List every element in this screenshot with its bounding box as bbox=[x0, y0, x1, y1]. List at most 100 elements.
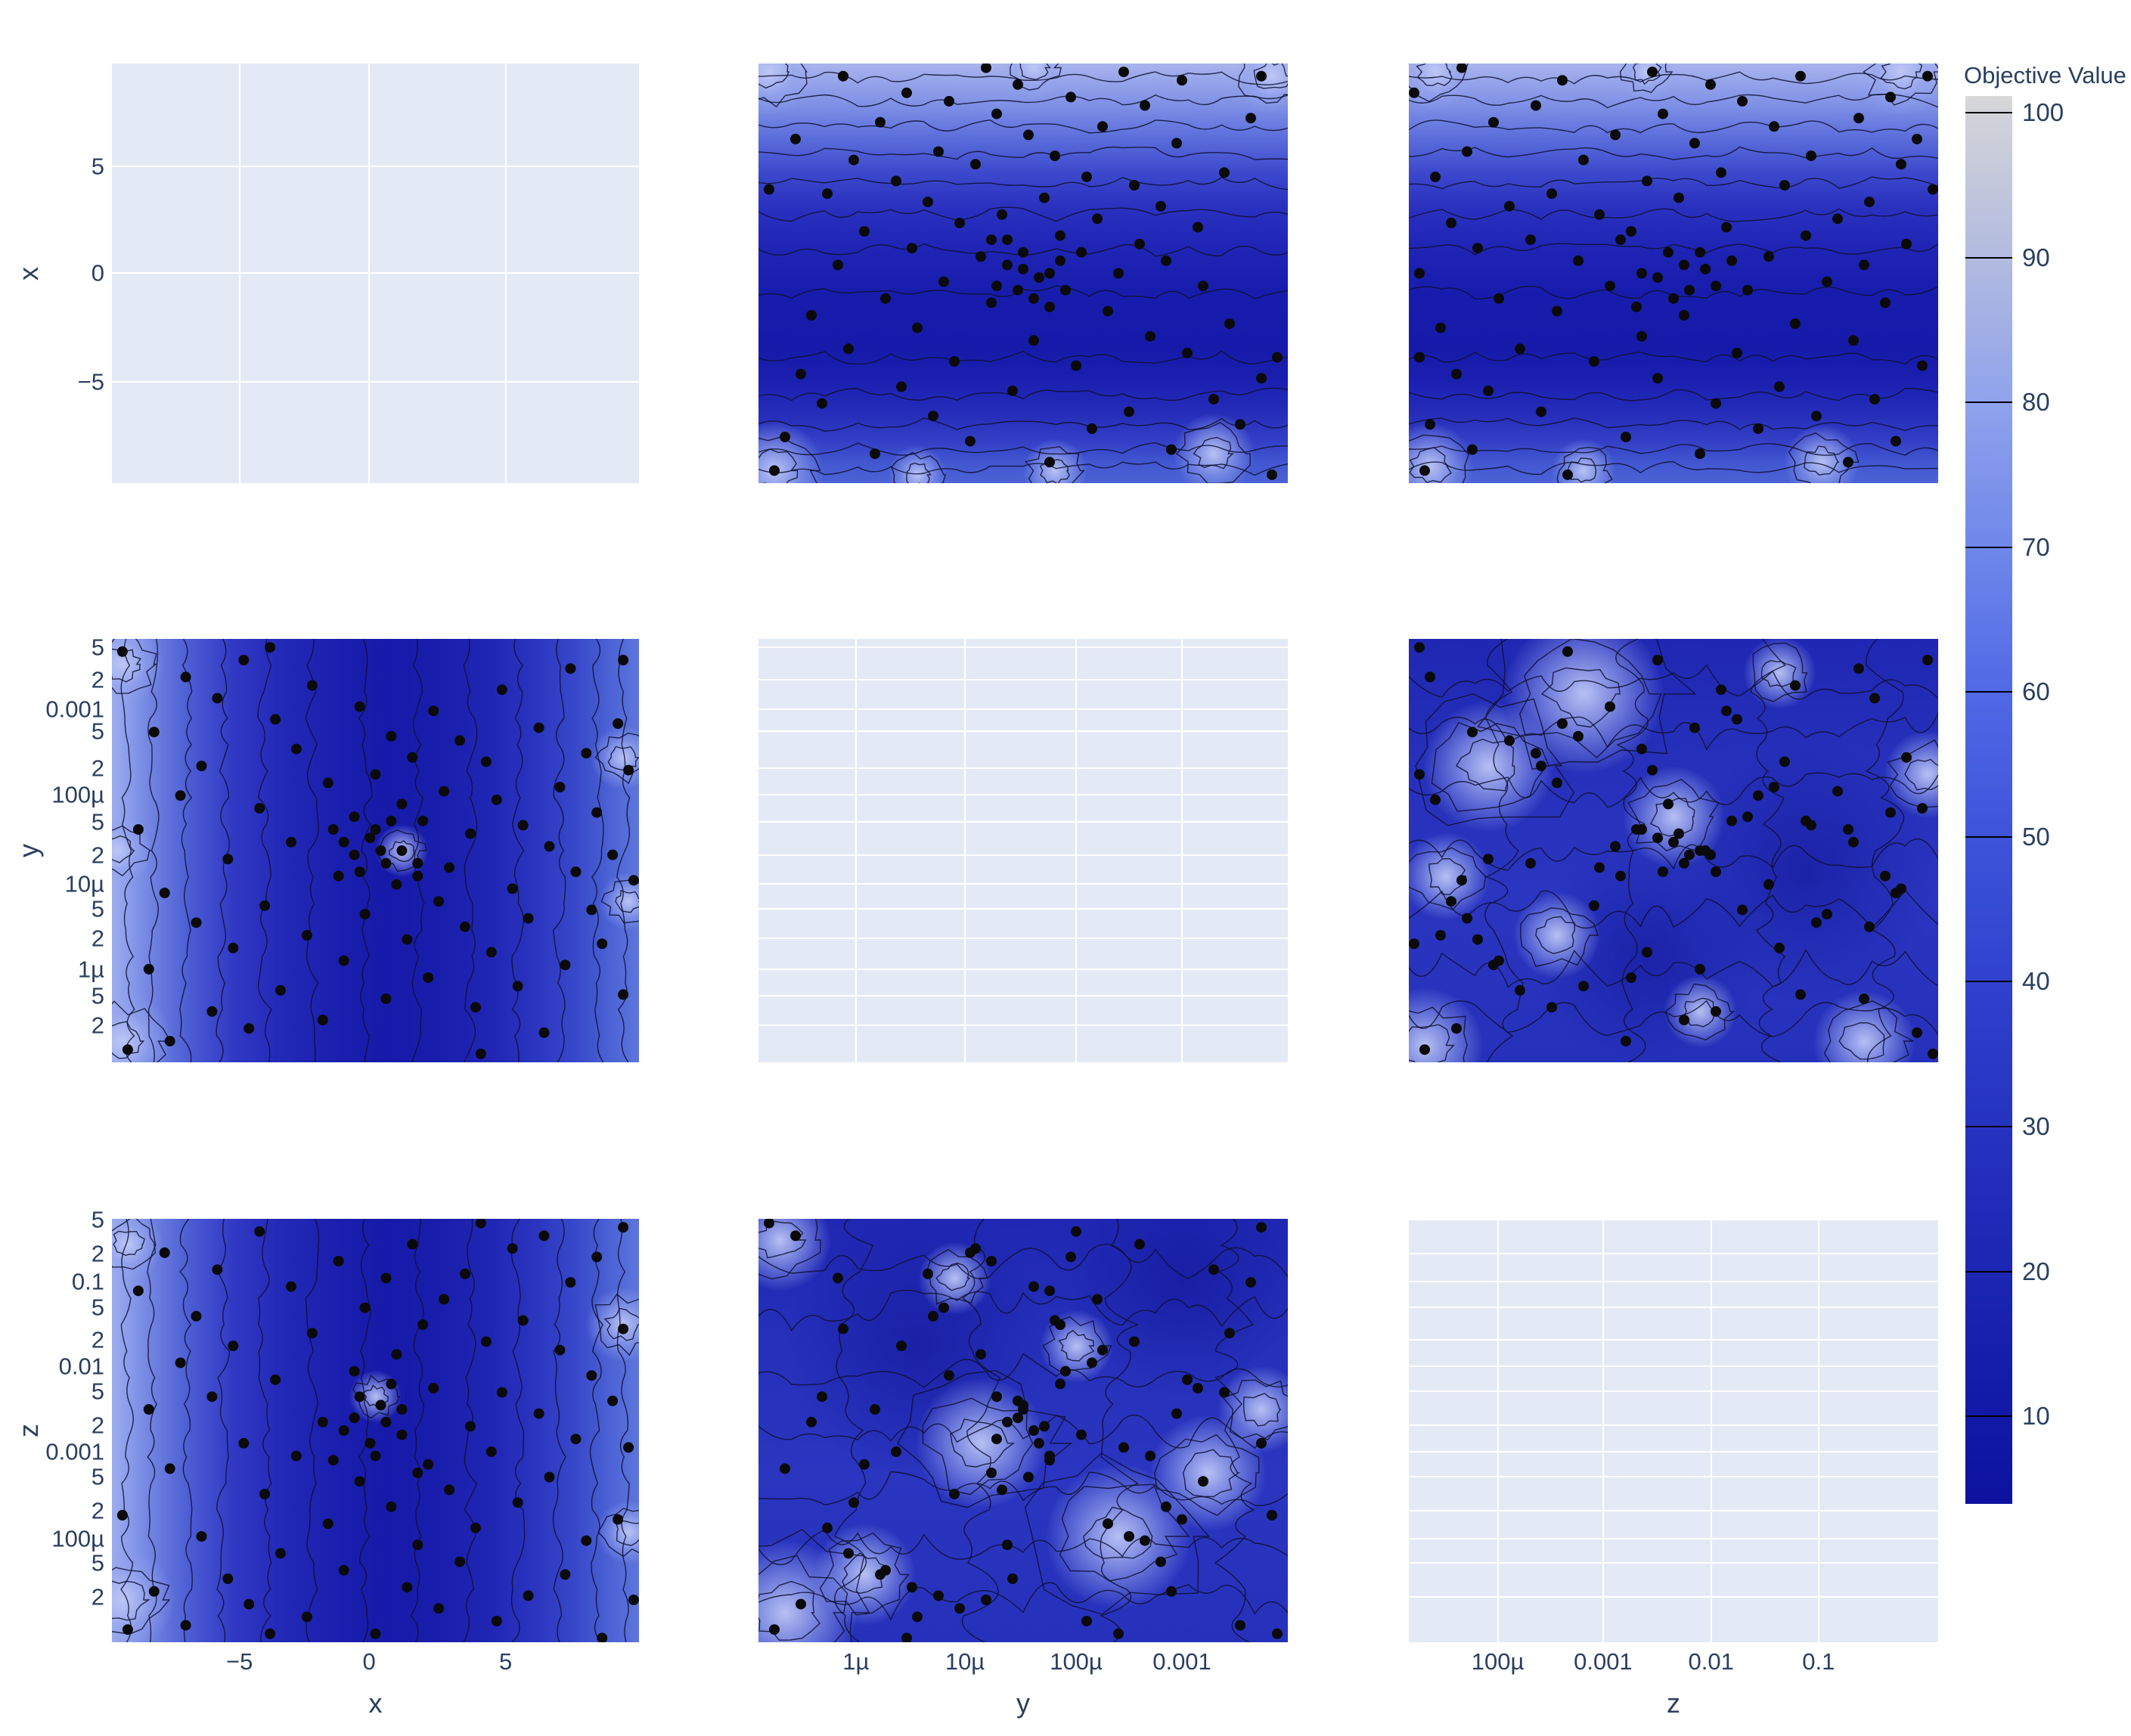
contour-line bbox=[1039, 458, 1071, 483]
trial-point bbox=[1790, 318, 1801, 330]
ytick-label-y: 2 bbox=[91, 925, 104, 952]
trial-point bbox=[222, 854, 234, 865]
trial-point bbox=[1753, 790, 1763, 801]
ytick-label-z: 5 bbox=[91, 1549, 104, 1576]
trial-point bbox=[1589, 900, 1599, 911]
contour-line bbox=[1059, 1483, 1190, 1582]
trial-point bbox=[607, 1395, 619, 1406]
contour-line bbox=[1409, 71, 1938, 85]
trial-point bbox=[1901, 238, 1912, 250]
gridline-horizontal bbox=[758, 854, 1288, 857]
contour-line bbox=[819, 1532, 910, 1616]
trial-point bbox=[159, 888, 170, 898]
trial-point bbox=[817, 1391, 827, 1403]
trial-point bbox=[997, 209, 1007, 220]
trial-point bbox=[354, 1391, 365, 1403]
xtick-label-x: −5 bbox=[225, 1648, 253, 1675]
trial-point bbox=[944, 1370, 954, 1381]
trial-point bbox=[991, 1434, 1002, 1445]
trial-point bbox=[954, 1603, 965, 1614]
trial-point bbox=[396, 1429, 408, 1440]
trial-point bbox=[491, 1616, 502, 1626]
trial-point bbox=[1419, 465, 1430, 476]
trial-point bbox=[375, 1400, 386, 1411]
contour-panel-z-vs-y[interactable] bbox=[758, 1219, 1288, 1642]
trial-point bbox=[1007, 385, 1018, 396]
contour-line bbox=[1409, 664, 1938, 700]
trial-point bbox=[417, 1319, 429, 1330]
contour-line bbox=[591, 639, 604, 1062]
contour-line bbox=[1428, 857, 1467, 895]
trial-point bbox=[1552, 777, 1562, 789]
trial-point bbox=[1103, 1518, 1113, 1530]
trial-point bbox=[470, 1522, 481, 1533]
ytick-label-y: 5 bbox=[91, 634, 104, 661]
trial-point bbox=[444, 1484, 455, 1496]
contour-line bbox=[926, 1248, 988, 1305]
trial-point bbox=[454, 1556, 465, 1567]
trial-point bbox=[1050, 150, 1060, 162]
contour-line bbox=[603, 1307, 639, 1341]
trial-point bbox=[544, 841, 555, 852]
trial-point bbox=[507, 883, 518, 894]
trial-point bbox=[965, 436, 976, 447]
contour-line bbox=[305, 1219, 320, 1642]
contour-line bbox=[1409, 447, 1452, 483]
trial-point bbox=[1679, 259, 1689, 271]
trial-point bbox=[538, 1027, 550, 1038]
trial-point bbox=[1425, 419, 1435, 430]
trial-point bbox=[1467, 444, 1478, 455]
trial-point bbox=[290, 1450, 302, 1462]
colorbar-tick-label: 100 bbox=[2022, 98, 2064, 126]
contour-line bbox=[758, 1414, 1288, 1449]
trial-point bbox=[1721, 222, 1732, 233]
contour-line bbox=[120, 1219, 134, 1642]
contour-panel-y-vs-z[interactable] bbox=[1409, 639, 1938, 1062]
trial-point bbox=[1695, 246, 1705, 258]
trial-point bbox=[1177, 75, 1187, 86]
trial-point bbox=[412, 870, 423, 882]
trial-point bbox=[1494, 293, 1504, 304]
trial-point bbox=[1235, 419, 1245, 430]
trial-point bbox=[1679, 857, 1689, 869]
trial-point bbox=[1245, 1277, 1256, 1288]
ytick-label-y: 5 bbox=[91, 982, 104, 1009]
gridline-horizontal bbox=[758, 646, 1288, 649]
trial-point bbox=[1774, 381, 1785, 392]
contour-line bbox=[389, 840, 415, 863]
trial-point bbox=[1055, 230, 1066, 241]
trial-point bbox=[1832, 786, 1843, 797]
trial-point bbox=[1018, 246, 1028, 258]
row-axis-title-y: y bbox=[13, 844, 44, 857]
trial-point bbox=[891, 1446, 901, 1457]
colorbar-tick-label: 90 bbox=[2022, 243, 2050, 271]
contour-panel-z-vs-x[interactable] bbox=[112, 1219, 639, 1642]
contour-line bbox=[961, 1219, 1001, 1642]
trial-point bbox=[391, 879, 402, 890]
contour-line bbox=[1409, 889, 1938, 929]
ytick-label-z: 2 bbox=[91, 1583, 104, 1610]
contour-line bbox=[758, 417, 1288, 432]
contour-line bbox=[552, 639, 566, 1062]
gridline-horizontal bbox=[1409, 1476, 1938, 1478]
trial-point bbox=[391, 1349, 402, 1360]
trial-point bbox=[159, 1247, 170, 1258]
trial-point bbox=[991, 108, 1002, 119]
contour-panel-x-vs-y[interactable] bbox=[758, 64, 1288, 483]
contour-panel-y-vs-x[interactable] bbox=[112, 639, 639, 1062]
trial-point bbox=[1642, 947, 1652, 958]
trial-point bbox=[1155, 1556, 1166, 1567]
ytick-label-y: 5 bbox=[91, 808, 104, 835]
trial-point bbox=[1055, 255, 1066, 266]
trial-point bbox=[1140, 1535, 1150, 1546]
trial-point bbox=[275, 1548, 286, 1559]
trial-point bbox=[380, 1273, 392, 1284]
ytick-label-y: 100µ bbox=[51, 781, 104, 808]
gridline-horizontal bbox=[1409, 1424, 1938, 1427]
contour-panel-x-vs-z[interactable] bbox=[1409, 64, 1938, 483]
trial-point bbox=[380, 994, 392, 1004]
trial-point bbox=[402, 1582, 413, 1593]
trial-point bbox=[238, 1437, 250, 1449]
trial-point bbox=[132, 1285, 144, 1297]
trial-point bbox=[1097, 121, 1108, 132]
